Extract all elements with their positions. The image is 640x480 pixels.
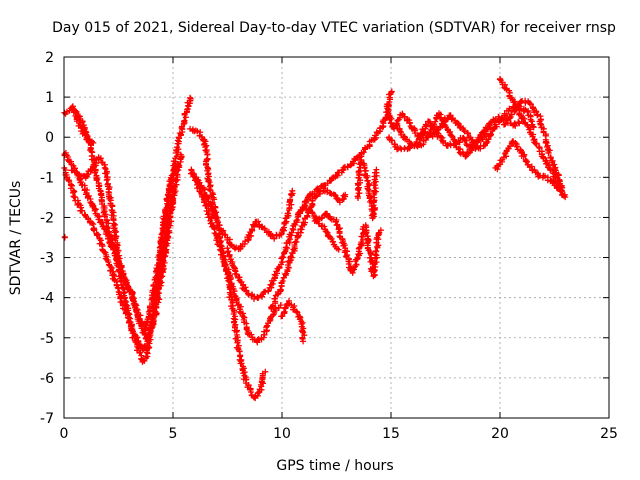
y-tick-label: -1 (40, 170, 54, 186)
series-track-i (191, 173, 296, 253)
series-track-t (501, 97, 566, 191)
y-tick-label: 2 (45, 50, 54, 66)
series-markers (61, 94, 194, 365)
plot-frame (63, 56, 610, 419)
y-tick-label: -4 (40, 291, 54, 307)
x-tick-label: 15 (382, 426, 400, 442)
series-track-h (188, 166, 284, 346)
series-track-u (492, 138, 569, 201)
series-markers (70, 109, 97, 146)
series-markers (61, 233, 68, 241)
x-axis-label: GPS time / hours (276, 458, 393, 474)
y-axis-label: SDTVAR / TECUs (8, 181, 24, 296)
series-track-d (68, 154, 181, 334)
series-track-s (496, 75, 568, 199)
series-track-r (393, 110, 494, 160)
series-markers (354, 153, 380, 222)
y-tick-label: 1 (45, 90, 54, 106)
series-track-a (61, 94, 194, 365)
series-track-o (354, 153, 380, 222)
series-markers (268, 185, 349, 312)
y-tick-label: -7 (40, 411, 54, 427)
y-tick-label: -5 (40, 331, 54, 347)
series-markers (492, 138, 569, 201)
series-track-f (61, 233, 68, 241)
series-markers (501, 97, 566, 191)
y-tick-label: 0 (45, 130, 54, 146)
series-track-n (311, 210, 384, 280)
x-tick-label: 20 (491, 426, 509, 442)
y-tick-label: -6 (40, 371, 54, 387)
series-markers (496, 75, 568, 199)
series-track-k (268, 185, 349, 312)
series-markers (311, 210, 384, 280)
y-tick-label: -3 (40, 251, 54, 267)
x-tick-label: 5 (169, 426, 178, 442)
chart-title: Day 015 of 2021, Sidereal Day-to-day VTE… (52, 20, 616, 36)
series-track-l (278, 297, 308, 345)
data-points (61, 75, 569, 402)
series-markers (68, 154, 181, 334)
series-markers (393, 110, 494, 160)
series-markers (278, 297, 308, 345)
x-tick-label: 10 (273, 426, 291, 442)
y-tick-label: -2 (40, 210, 54, 226)
x-tick-label: 25 (600, 426, 618, 442)
x-tick-label: 0 (60, 426, 69, 442)
series-markers (191, 173, 296, 253)
series-track-e (70, 109, 97, 146)
series-markers (188, 166, 284, 346)
